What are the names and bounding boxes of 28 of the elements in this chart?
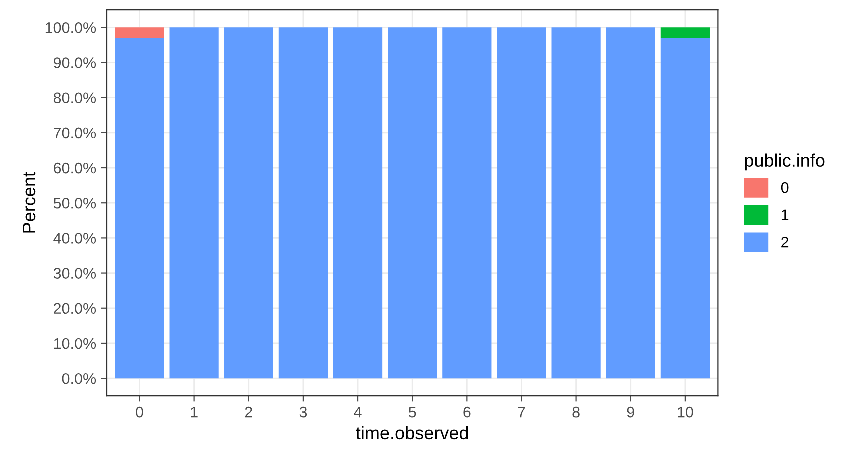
y-tick-label: 40.0% [54, 233, 96, 244]
y-tick-label: 10.0% [54, 338, 96, 350]
y-tick-label: 80.0% [54, 92, 96, 104]
x-tick-label: 1 [191, 407, 198, 418]
legend-label: 2 [782, 236, 789, 248]
y-tick-label: 0.0% [62, 373, 96, 384]
y-tick-label: 30.0% [54, 268, 96, 279]
y-tick-label: 20.0% [54, 303, 96, 314]
y-tick-label: 60.0% [54, 162, 96, 174]
legend-title: public.info [745, 154, 825, 171]
x-tick-label: 4 [354, 407, 362, 418]
x-tick-label: 7 [518, 407, 526, 418]
y-tick-label: 70.0% [54, 128, 96, 139]
x-tick-label: 0 [136, 406, 144, 418]
x-tick-label: 9 [627, 406, 634, 418]
y-tick-label: 90.0% [54, 58, 96, 68]
y-tick-label: 100.0% [46, 22, 96, 34]
x-axis-title: time.observed [356, 426, 468, 440]
x-tick-label: 3 [300, 406, 308, 418]
y-axis-title: Percent [23, 172, 36, 233]
legend-label: 1 [782, 210, 789, 220]
x-tick-label: 8 [572, 406, 580, 418]
x-tick-label: 10 [678, 406, 694, 418]
y-tick-label: 50.0% [54, 198, 96, 209]
x-tick-label: 2 [245, 406, 252, 418]
x-tick-label: 6 [464, 406, 471, 418]
x-tick-label: 5 [408, 407, 416, 418]
legend-label: 0 [781, 182, 789, 194]
